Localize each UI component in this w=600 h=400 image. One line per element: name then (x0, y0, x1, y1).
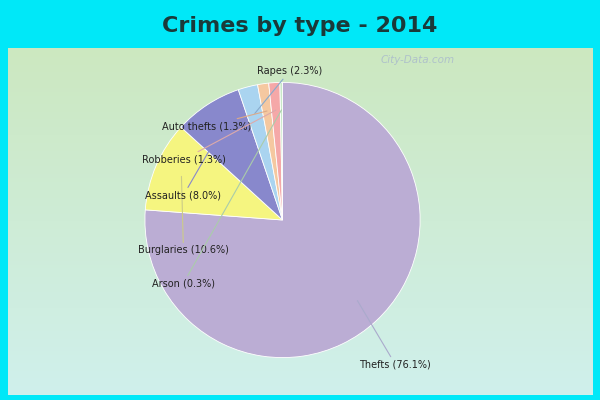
Text: Burglaries (10.6%): Burglaries (10.6%) (138, 176, 229, 255)
Wedge shape (238, 85, 283, 220)
Text: Assaults (8.0%): Assaults (8.0%) (145, 128, 223, 200)
Text: Rapes (2.3%): Rapes (2.3%) (255, 66, 322, 114)
Wedge shape (181, 90, 283, 220)
Text: Thefts (76.1%): Thefts (76.1%) (358, 301, 431, 370)
Text: City-Data.com: City-Data.com (380, 55, 455, 65)
Wedge shape (145, 82, 420, 358)
Text: Crimes by type - 2014: Crimes by type - 2014 (163, 16, 437, 36)
Wedge shape (280, 82, 283, 220)
Wedge shape (269, 82, 283, 220)
Text: Arson (0.3%): Arson (0.3%) (152, 110, 281, 288)
Wedge shape (257, 83, 283, 220)
Text: Auto thefts (1.3%): Auto thefts (1.3%) (162, 111, 267, 132)
Wedge shape (145, 127, 283, 220)
Text: Robberies (1.3%): Robberies (1.3%) (142, 110, 276, 164)
